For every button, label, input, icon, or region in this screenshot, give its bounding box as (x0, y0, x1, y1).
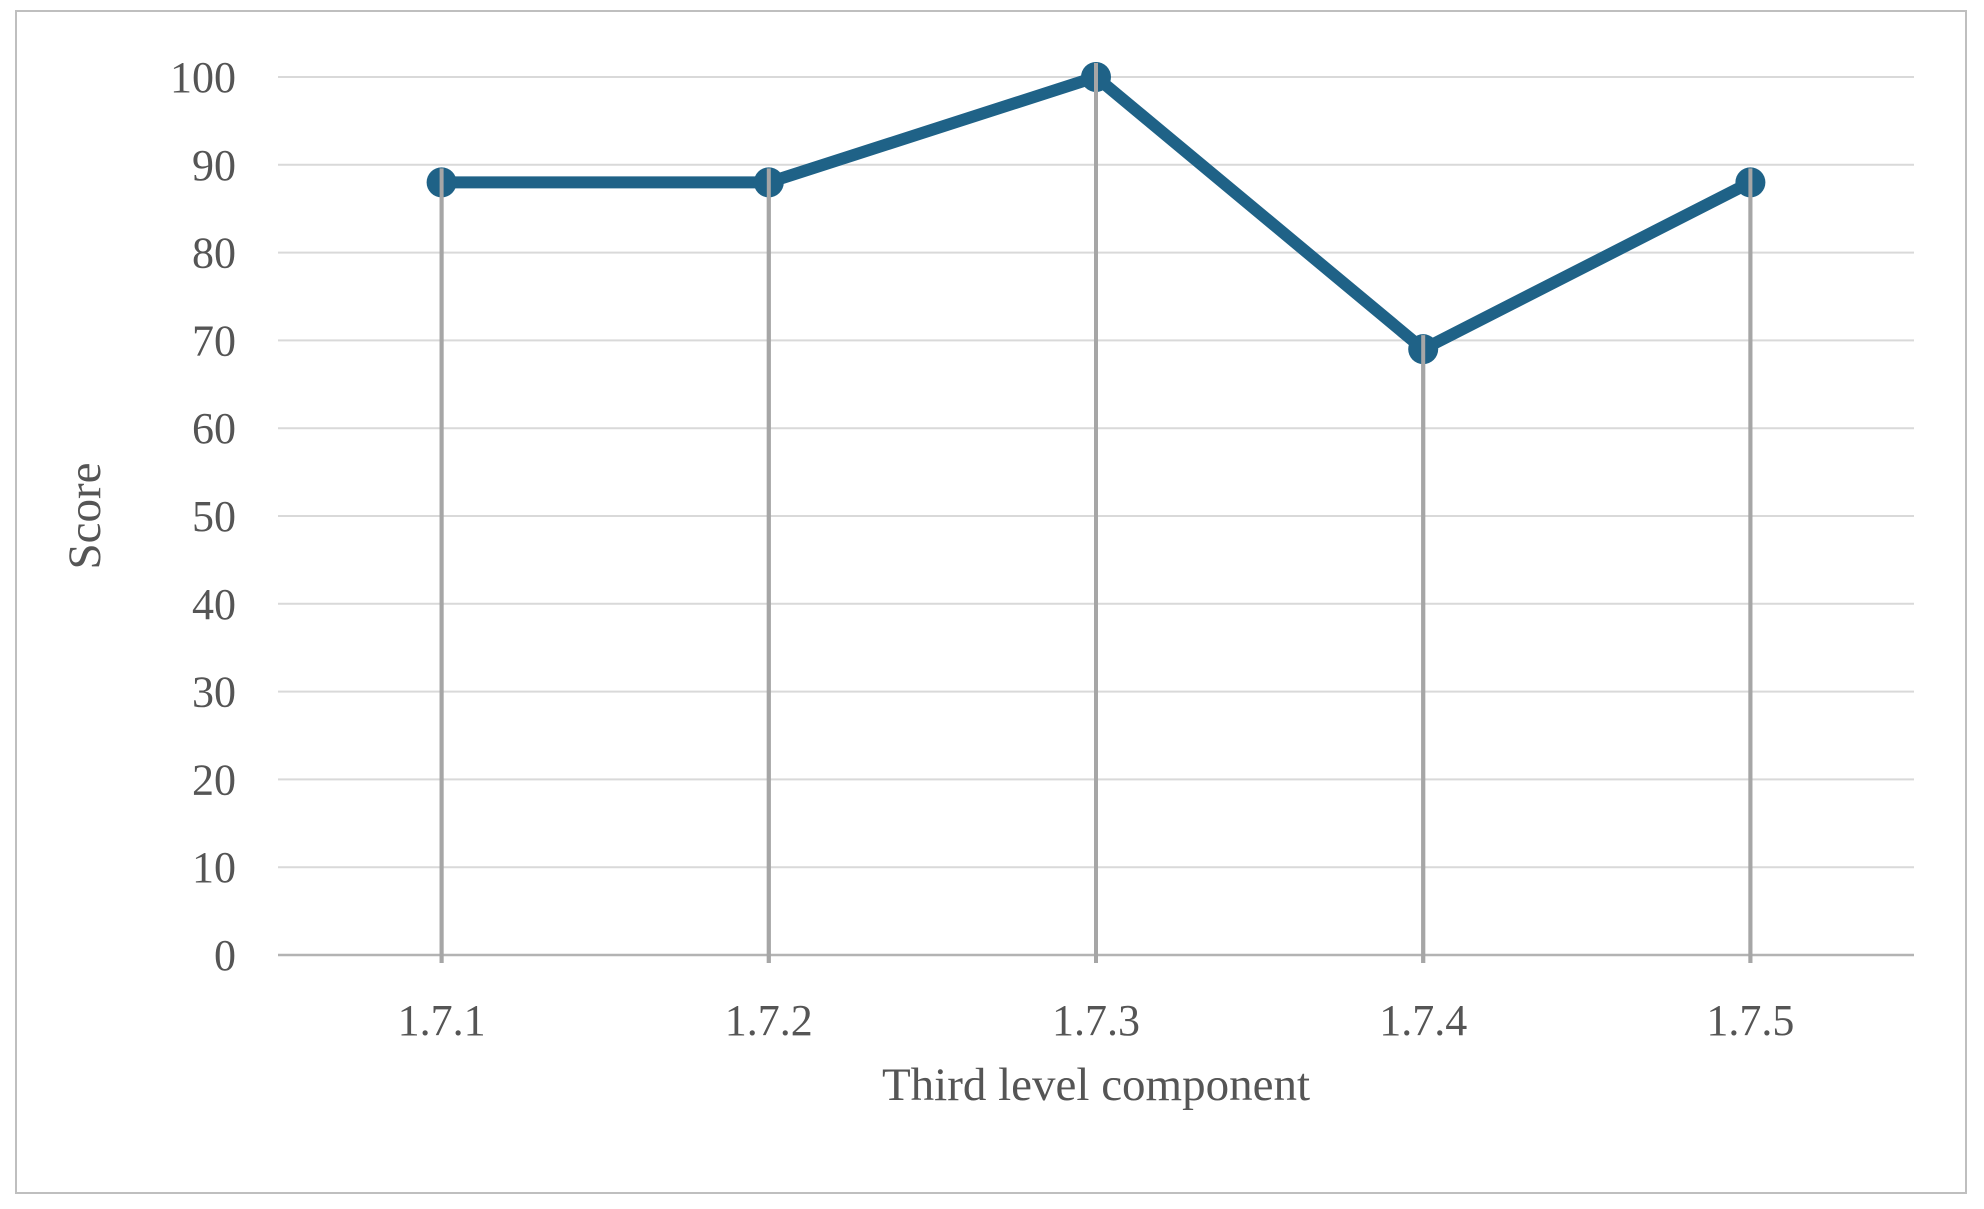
x-tick-labels: 1.7.1 1.7.2 1.7.3 1.7.4 1.7.5 (398, 996, 1795, 1045)
y-tick-label: 0 (214, 931, 236, 980)
y-tick-label: 60 (192, 404, 236, 453)
y-axis-title: Score (59, 462, 111, 569)
y-tick-label: 70 (192, 316, 236, 365)
y-tick-label: 90 (192, 141, 236, 190)
y-tick-label: 50 (192, 492, 236, 541)
x-tick-label: 1.7.3 (1052, 996, 1140, 1045)
x-axis-title: Third level component (882, 1059, 1310, 1111)
drop-line-overlays (439, 63, 1753, 963)
y-tick-label: 20 (192, 755, 236, 804)
x-tick-label: 1.7.5 (1706, 996, 1794, 1045)
x-tick-label: 1.7.2 (725, 996, 813, 1045)
y-tick-labels: 0 10 20 30 40 50 60 70 80 90 100 (170, 53, 236, 980)
y-tick-label: 40 (192, 580, 236, 629)
y-tick-label: 80 (192, 229, 236, 278)
x-tick-label: 1.7.4 (1379, 996, 1467, 1045)
y-tick-label: 100 (170, 53, 236, 102)
x-tick-label: 1.7.1 (398, 996, 486, 1045)
chart-frame (15, 10, 1967, 1194)
y-tick-label: 10 (192, 843, 236, 892)
y-tick-label: 30 (192, 668, 236, 717)
